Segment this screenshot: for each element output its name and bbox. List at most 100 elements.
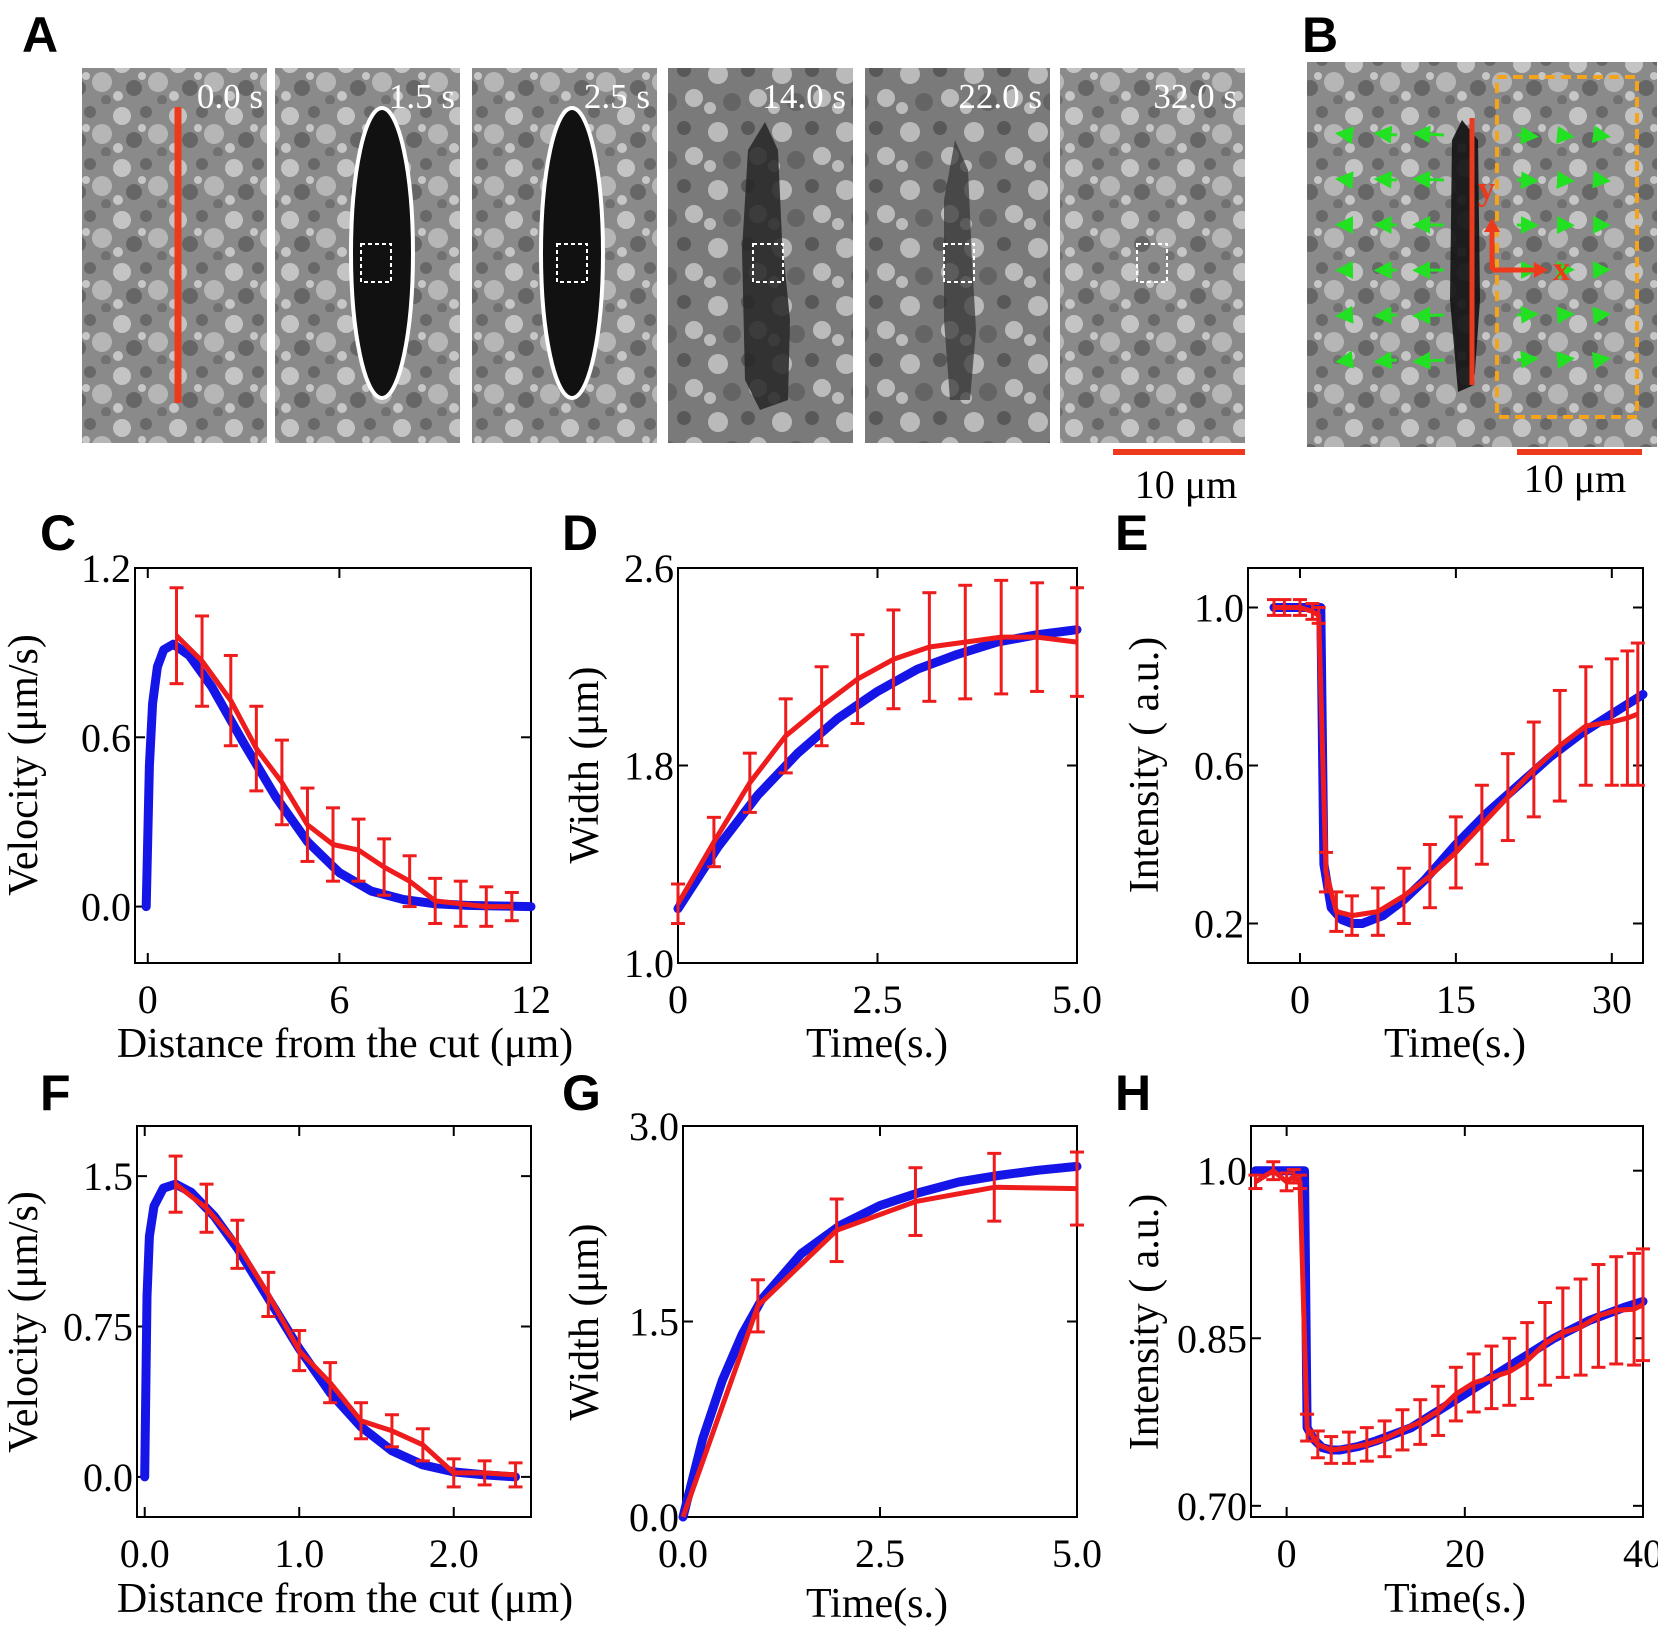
y-tick-label: 1.5: [83, 1154, 133, 1199]
error-bar: [1431, 1384, 1446, 1437]
chart-f: F 0.0 1.0 2.0 0.0 0.75 1.5 Distance from the cu…: [1, 1065, 573, 1622]
error-bar: [1311, 606, 1326, 625]
error-bar: [223, 653, 238, 748]
timestamp-3: 2.5 s: [584, 77, 650, 116]
error-bar: [1422, 843, 1437, 910]
x-tick-label: 2.5: [853, 977, 903, 1022]
timestamp-4: 14.0 s: [762, 77, 846, 116]
y-tick-label: 1.2: [81, 546, 131, 591]
model-fit-line: [140, 1179, 520, 1482]
x-tick-label: 40: [1623, 1531, 1658, 1576]
y-axis-label: Velocity (μm/s): [1, 634, 47, 896]
error-bar: [671, 882, 685, 925]
error-bar: [778, 697, 793, 775]
panel-label-a: A: [22, 7, 58, 63]
error-bar: [1636, 1247, 1650, 1363]
x-axis-label: Time(s.): [806, 1581, 948, 1627]
x-tick-label: 1.0: [274, 1531, 324, 1576]
plot-frame: [134, 567, 532, 964]
flow-arrow: [1335, 126, 1355, 145]
y-tick-label: 0.0: [83, 1455, 133, 1500]
x-tick-label: 0.0: [120, 1531, 170, 1576]
chart-e: E 0 15 30 0.2 0.6 1.0 Time(s.) Intensity ( a.u.): [1115, 505, 1648, 1067]
y-tick-label: 2.6: [624, 546, 674, 591]
chart-c: C 0 6 12 0.0 0.6 1.2 Distance from the cut (μm)…: [1, 505, 573, 1067]
x-tick-label: 0: [138, 977, 158, 1022]
error-bar: [351, 817, 366, 883]
x-tick-label: 30: [1592, 977, 1632, 1022]
frame-2: 1.5 s: [275, 68, 460, 443]
y-axis-label: Width (μm): [562, 1224, 608, 1421]
y-tick-label: 3.0: [629, 1104, 679, 1149]
error-bar: [1627, 1251, 1642, 1367]
timestamp-1: 0.0 s: [197, 77, 263, 116]
error-bar: [1538, 1301, 1552, 1387]
error-bar: [274, 738, 289, 827]
error-bar: [384, 1413, 399, 1449]
plot-frame: [1247, 567, 1644, 964]
error-bar: [829, 1197, 844, 1264]
flow-arrow: [1516, 305, 1539, 324]
data-line: [675, 634, 1078, 906]
error-bar: [850, 633, 865, 726]
flow-arrow: [1556, 125, 1575, 144]
error-bar: [1413, 1398, 1428, 1446]
panel-label-f: F: [40, 1065, 71, 1121]
error-bar: [479, 885, 494, 928]
x-tick-label: 0.0: [658, 1531, 708, 1576]
axis-y-label: y: [1478, 171, 1495, 208]
error-bar: [261, 1270, 276, 1318]
x-tick-label: 0: [1277, 1531, 1297, 1576]
x-axis-label: Time(s.): [1384, 1021, 1526, 1067]
error-bar: [987, 1151, 1002, 1223]
scale-bar-a-label: 10 μm: [1135, 462, 1238, 507]
error-bar: [1591, 1263, 1606, 1369]
y-tick-label: 0.75: [63, 1305, 133, 1350]
y-tick-label: 0.0: [629, 1495, 679, 1540]
error-bar: [199, 1182, 214, 1234]
error-bar: [994, 578, 1009, 696]
flow-arrow: [1412, 351, 1445, 370]
y-axis-label: Velocity (μm/s): [1, 1191, 47, 1453]
x-axis-label: Time(s.): [1384, 1576, 1526, 1622]
error-bar: [1266, 1160, 1281, 1182]
flow-arrow: [1556, 170, 1575, 189]
error-bar: [1370, 886, 1385, 937]
error-bar: [446, 1457, 461, 1489]
error-bar: [1279, 1171, 1294, 1193]
error-bar: [1502, 1336, 1517, 1407]
chart-h: H 0 20 40 0.70 0.85 1.0 Time(s.) Intensity ( a.u…: [1115, 1065, 1658, 1622]
error-bar: [1359, 1426, 1374, 1463]
timestamp-5: 22.0 s: [958, 77, 1042, 116]
x-tick-label: 12: [511, 977, 551, 1022]
flow-arrow: [1373, 351, 1398, 370]
error-bar: [1324, 1435, 1339, 1465]
flow-arrow: [1556, 351, 1575, 370]
flow-arrow: [1592, 170, 1611, 189]
flow-arrow: [1516, 126, 1539, 145]
error-bar: [508, 1461, 523, 1489]
error-bar: [1466, 1352, 1481, 1414]
error-bar: [402, 854, 417, 909]
timestamp-6: 32.0 s: [1153, 77, 1237, 116]
error-bar: [1552, 688, 1567, 803]
frame-5: 22.0 s: [865, 68, 1050, 443]
y-tick-label: 1.5: [629, 1300, 679, 1345]
error-bar: [169, 586, 184, 686]
error-bar: [1604, 657, 1619, 787]
error-bar: [1573, 1277, 1588, 1377]
panel-label-h: H: [1115, 1065, 1151, 1121]
flow-arrow: [1591, 125, 1611, 144]
model-fit-line: [673, 625, 1082, 914]
flow-arrow: [1373, 306, 1398, 325]
panel-label-b: B: [1302, 7, 1338, 63]
x-tick-label: 6: [329, 977, 349, 1022]
error-bar: [742, 751, 757, 814]
data-line: [680, 1184, 1078, 1518]
error-bar: [1070, 1150, 1084, 1227]
data-line: [174, 1182, 516, 1478]
frame-3: 2.5 s: [472, 68, 657, 443]
flow-arrow: [1516, 171, 1539, 190]
model-fit-line: [141, 639, 536, 912]
